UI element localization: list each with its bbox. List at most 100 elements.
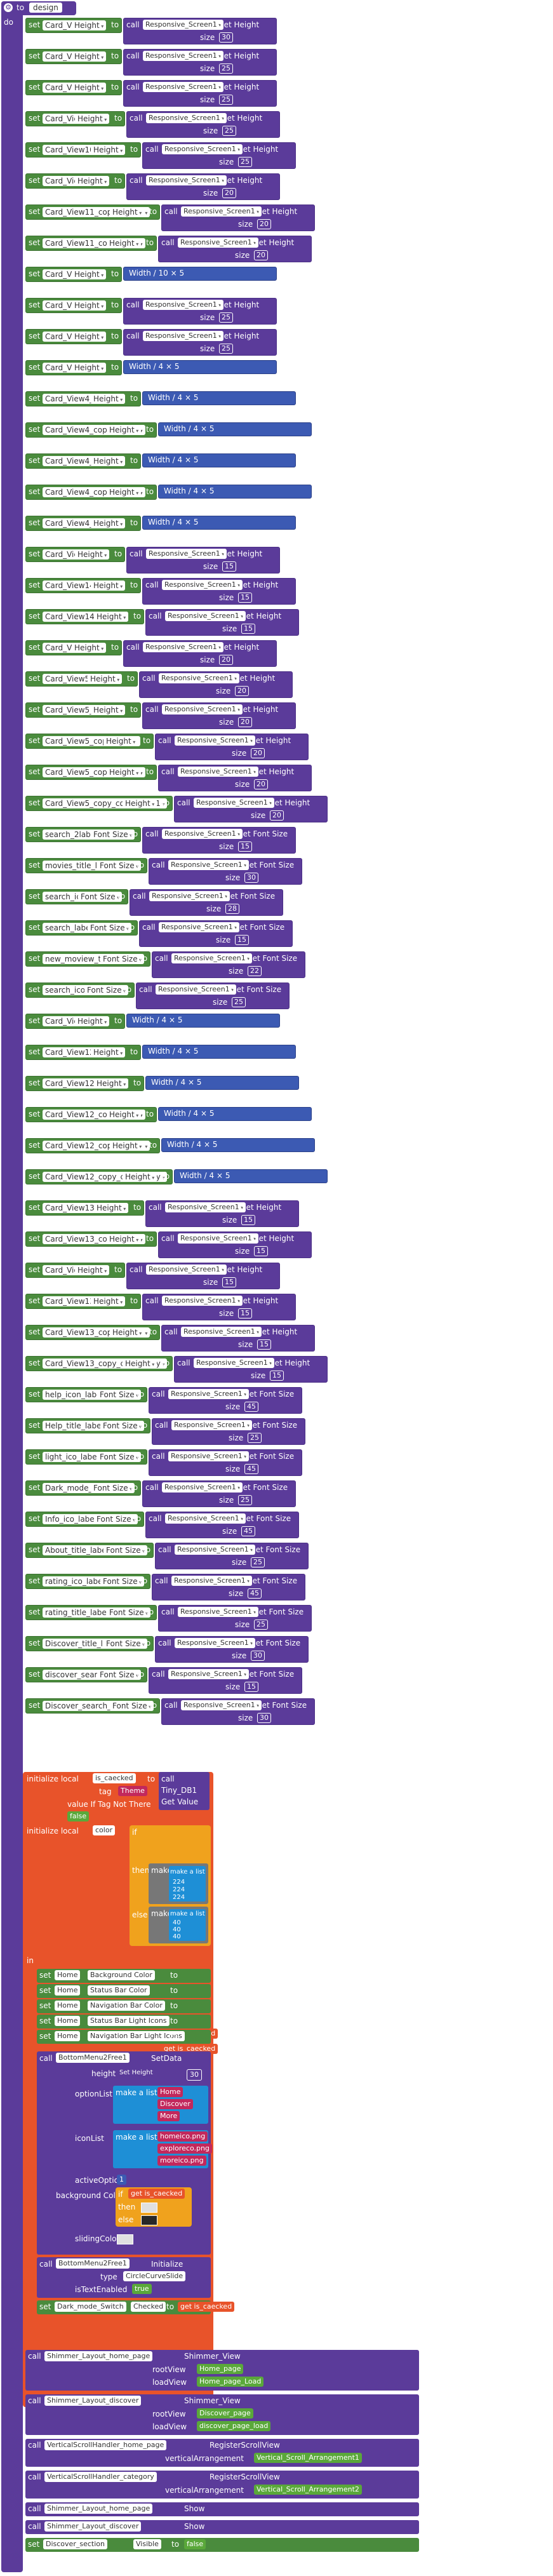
bm-height-value[interactable]: 30 xyxy=(187,2069,202,2081)
property-dropdown[interactable]: Height xyxy=(107,238,142,248)
call-block[interactable]: call Responsive_Screen1 Set Height size … xyxy=(161,1325,315,1352)
size-value[interactable]: 45 xyxy=(248,1588,262,1599)
property-dropdown[interactable]: Height xyxy=(72,83,107,93)
size-value[interactable]: 30 xyxy=(257,1713,271,1723)
set-block[interactable]: set Card_View12 Height to xyxy=(25,1014,125,1029)
discover-visible-set[interactable]: set Discover_section Visible to false xyxy=(25,2538,419,2552)
call-block[interactable]: call Responsive_Screen1 Set Font Size si… xyxy=(139,920,293,947)
screen-dropdown[interactable]: Responsive_Screen1 xyxy=(178,1233,259,1244)
shimmer-target[interactable]: Shimmer_Layout_home_page xyxy=(44,2351,153,2361)
light-swatch[interactable] xyxy=(141,2203,157,2213)
call-block[interactable]: call Responsive_Screen1 Set Height size … xyxy=(142,702,296,729)
call-block[interactable]: call Responsive_Screen1 Set Height size … xyxy=(123,298,277,325)
property-dropdown[interactable]: Height xyxy=(72,300,107,311)
set-block[interactable]: set Card_View5_copy_copy1 Height to xyxy=(25,765,157,780)
call-block[interactable]: call Responsive_Screen1 Set Height size … xyxy=(161,205,315,231)
call-block[interactable]: call Responsive_Screen1 Set Height size … xyxy=(126,111,280,138)
bm-icon-make-list[interactable]: make a list homeico.png exploreco.png mo… xyxy=(113,2130,212,2168)
property-dropdown[interactable]: Height xyxy=(91,580,126,591)
screen-dropdown[interactable]: Responsive_Screen1 xyxy=(178,767,259,777)
property-dropdown[interactable]: Height xyxy=(123,1172,157,1182)
property-dropdown[interactable]: Font Size xyxy=(103,1545,148,1555)
screen-dropdown[interactable]: Responsive_Screen1 xyxy=(171,1420,253,1430)
set-block[interactable]: set Card_View10_copy Height to xyxy=(25,142,141,158)
dark-switch-target[interactable]: Dark_mode_Switch xyxy=(55,2302,126,2312)
set-block[interactable]: set Card_View2 Height to xyxy=(25,267,122,282)
set-block[interactable]: set Card_View7 Height to xyxy=(25,80,122,95)
call-block[interactable]: call Responsive_Screen1 Set Font Size si… xyxy=(149,1667,302,1694)
show-target[interactable]: Shimmer_Layout_home_page xyxy=(44,2504,153,2514)
property-dropdown[interactable]: Height xyxy=(72,20,107,30)
screen-dropdown[interactable]: Responsive_Screen1 xyxy=(162,580,243,590)
shimmer-load[interactable]: discover_page_load xyxy=(197,2421,271,2431)
bm-icon-0[interactable]: homeico.png xyxy=(157,2131,208,2142)
shimmer-root[interactable]: Discover_page xyxy=(197,2408,253,2418)
screen-dropdown[interactable]: Responsive_Screen1 xyxy=(146,113,227,123)
scroll-target[interactable]: VerticalScrollHandler_home_page xyxy=(44,2440,167,2450)
then-make-color[interactable]: make color make a list 224 224 224 xyxy=(149,1863,208,1904)
set-block[interactable]: set Card_View5_copy Height to xyxy=(25,671,138,687)
screen-dropdown[interactable]: Responsive_Screen1 xyxy=(149,891,230,901)
property-dropdown[interactable]: Height xyxy=(107,1234,142,1244)
bm-option-2[interactable]: More xyxy=(157,2111,180,2121)
property-dropdown[interactable]: Font Size xyxy=(88,923,132,933)
call-block[interactable]: call Responsive_Screen1 Set Height size … xyxy=(142,1294,296,1320)
set-block[interactable]: set Card_View1 Height to xyxy=(25,18,122,33)
set-block[interactable]: set Help_title_label_18 Font Size to xyxy=(25,1418,150,1433)
multiply-block[interactable]: Width / 4 × 5 xyxy=(145,1076,299,1090)
screen-dropdown[interactable]: Responsive_Screen1 xyxy=(156,984,237,995)
screen-dropdown[interactable]: Responsive_Screen1 xyxy=(143,300,224,310)
call-block[interactable]: call Responsive_Screen1 Set Height size … xyxy=(123,18,277,44)
screen-dropdown[interactable]: Responsive_Screen1 xyxy=(159,922,240,932)
property-dropdown[interactable]: Font Size xyxy=(103,1639,148,1649)
call-block[interactable]: call Responsive_Screen1 Set Font Size si… xyxy=(155,1543,309,1569)
set-block[interactable]: set Card_View14_copy Height to xyxy=(25,578,141,593)
call-block[interactable]: call Responsive_Screen1 Set Height size … xyxy=(139,671,293,698)
property-dropdown[interactable]: Height xyxy=(91,456,126,466)
property-dropdown[interactable]: Height xyxy=(91,1047,126,1057)
screen-dropdown[interactable]: Responsive_Screen1 xyxy=(194,1358,275,1368)
property-dropdown[interactable]: Font Size xyxy=(97,1390,142,1400)
set-block[interactable]: set Card_View3 Height to xyxy=(25,298,122,313)
property-dropdown[interactable]: Font Size xyxy=(100,954,145,964)
set-block[interactable]: set Card_View12_copy1_copy Height to xyxy=(25,1138,160,1153)
screen-dropdown[interactable]: Responsive_Screen1 xyxy=(143,642,224,652)
call-block[interactable]: call Responsive_Screen1 Set Font Size si… xyxy=(149,858,302,885)
property-dropdown[interactable]: Font Size xyxy=(91,829,135,840)
bm-active-value[interactable]: 1 xyxy=(117,2175,126,2185)
home-target[interactable]: Home xyxy=(55,1985,81,1996)
property-dropdown[interactable]: Height xyxy=(72,363,107,373)
property-dropdown[interactable]: Height xyxy=(110,1141,145,1151)
size-value[interactable]: 25 xyxy=(238,157,252,167)
bm-text-enabled-value[interactable]: true xyxy=(132,2284,152,2294)
property-dropdown[interactable]: Height xyxy=(72,643,107,653)
home-prop[interactable]: Background Color xyxy=(88,1970,155,1980)
bm-option-0[interactable]: Home xyxy=(157,2087,183,2097)
multiply-block[interactable]: Width / 4 × 5 xyxy=(174,1169,328,1183)
set-block[interactable]: set Card_View4 Height to xyxy=(25,360,122,375)
call-block[interactable]: call Responsive_Screen1 Set Height size … xyxy=(174,1356,328,1383)
multiply-block[interactable]: Width / 4 × 5 xyxy=(142,516,296,530)
property-dropdown[interactable]: Height xyxy=(107,1110,142,1120)
call-block[interactable]: call Responsive_Screen1 Set Height size … xyxy=(158,1231,312,1258)
property-dropdown[interactable]: Height xyxy=(107,487,142,497)
set-block[interactable]: set Discover_title_lb_25 Font Size to xyxy=(25,1636,154,1651)
call-block[interactable]: call Responsive_Screen1 Set Height size … xyxy=(174,796,328,822)
if-block[interactable]: if then else make color make a list 224 … xyxy=(130,1825,211,1946)
set-block[interactable]: set Card_View13_copy Height to xyxy=(25,1294,141,1309)
tag-value[interactable]: Theme xyxy=(118,1786,147,1796)
property-dropdown[interactable]: Height xyxy=(72,332,107,342)
set-block[interactable]: set Card_View11_copy_copy Height to xyxy=(25,236,157,251)
call-block[interactable]: call Responsive_Screen1 Set Height size … xyxy=(155,734,309,760)
property-dropdown[interactable]: Height xyxy=(94,1203,129,1213)
bm-icon-2[interactable]: moreico.png xyxy=(157,2156,206,2166)
procedure-name[interactable]: design xyxy=(29,3,62,13)
var2-name[interactable]: color xyxy=(93,1825,116,1835)
home-set-block[interactable]: set Home Background Color to get color xyxy=(37,1969,211,1993)
size-value[interactable]: 15 xyxy=(222,1277,236,1287)
call-block[interactable]: call Responsive_Screen1 Set Height size … xyxy=(145,609,299,636)
property-dropdown[interactable]: Height xyxy=(103,736,138,746)
property-dropdown[interactable]: Height xyxy=(110,1327,145,1338)
property-dropdown[interactable]: Font Size xyxy=(94,1514,138,1524)
